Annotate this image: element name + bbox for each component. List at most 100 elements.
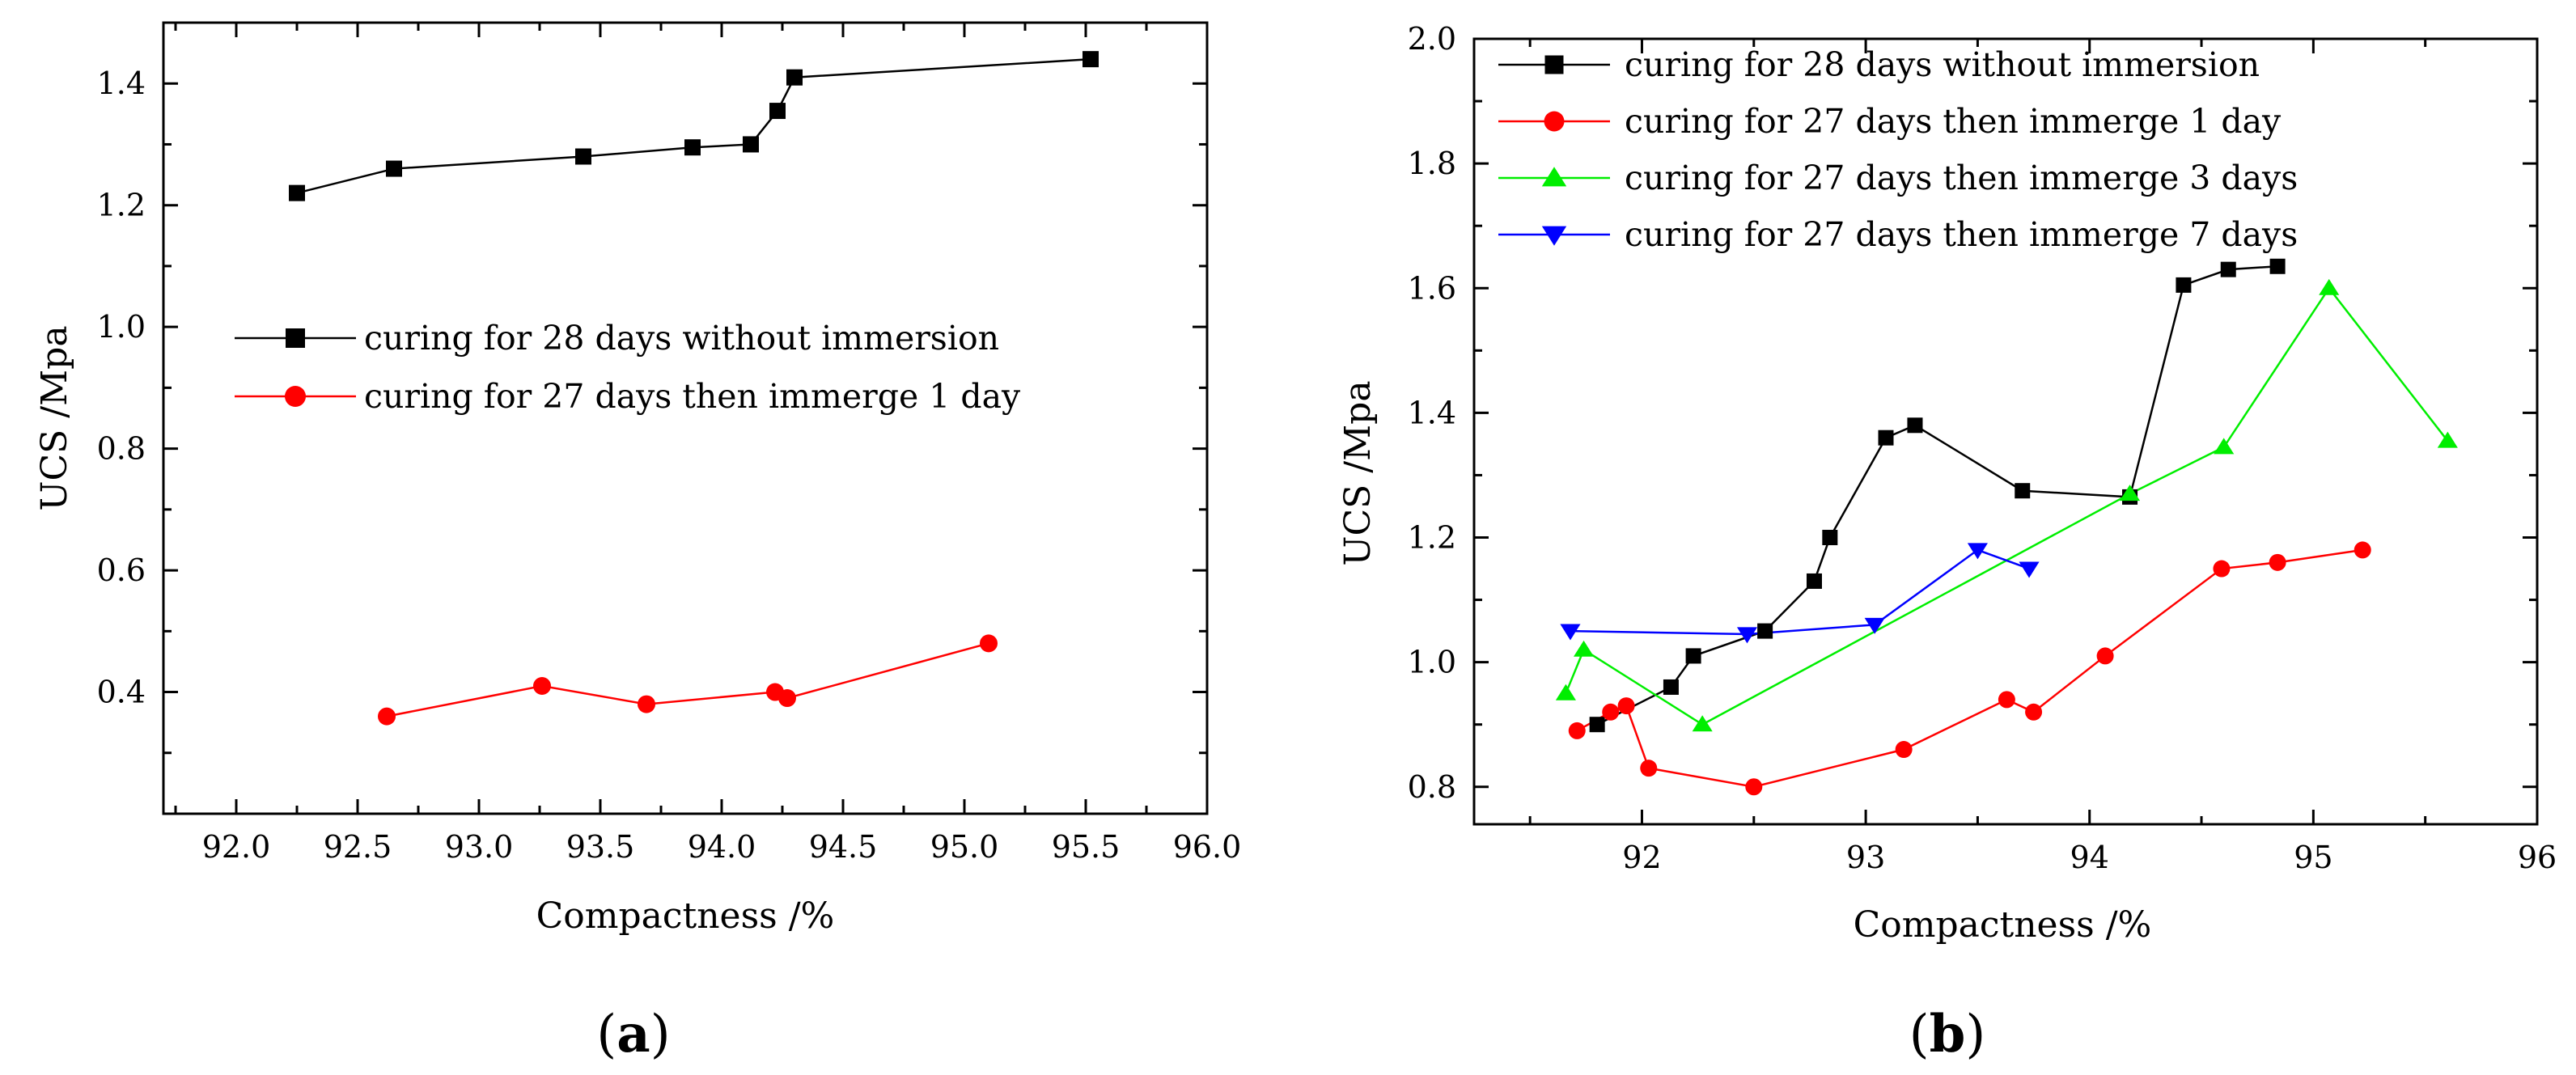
data-point-series-1 <box>2015 483 2031 499</box>
data-point-series-2 <box>778 689 796 708</box>
x-tick-label: 96.0 <box>1173 829 1242 865</box>
data-point-series-2 <box>1617 697 1635 715</box>
x-tick-label: 95 <box>2294 840 2332 875</box>
legend-marker <box>1541 226 1567 246</box>
data-point-series-1 <box>1589 717 1605 733</box>
legend-marker <box>285 386 306 407</box>
panel-a-axes: 92.0 92.5 93.0 93.5 94.0 94.5 95.0 95.5 96.0 0.4 0… <box>97 21 1242 865</box>
y-tick-label: 0.8 <box>97 431 146 467</box>
data-point-series-4 <box>1967 543 1988 560</box>
data-point-series-1 <box>786 69 803 86</box>
panel-b-axes: 92 93 94 95 96 0.8 1.0 1.2 1.4 1.6 1.8 2.0 <box>1408 21 2557 875</box>
data-point-series-3 <box>1692 715 1713 732</box>
legend-label: curing for 28 days without immersion <box>1625 45 2260 84</box>
y-tick-label: 1.8 <box>1408 146 1456 181</box>
data-point-series-2 <box>1895 741 1913 759</box>
x-tick-label: 95.5 <box>1052 829 1121 865</box>
data-point-series-1 <box>684 139 701 156</box>
data-point-series-1 <box>1806 573 1822 589</box>
data-point-series-1 <box>2269 258 2286 274</box>
data-point-series-1 <box>1663 679 1679 695</box>
data-point-series-2 <box>533 677 551 696</box>
series-line-2 <box>1576 548 2363 789</box>
data-point-series-4 <box>1864 617 1885 634</box>
data-point-series-3 <box>2319 278 2340 295</box>
y-tick-label: 0.8 <box>1408 769 1456 805</box>
panel-b-x-axis-title: Compactness /% <box>1854 904 2152 946</box>
data-point-series-3 <box>2214 438 2235 455</box>
x-tick-label: 93 <box>1846 840 1885 875</box>
y-tick-label: 1.0 <box>1408 645 1456 680</box>
panel-b-y-axis-title: UCS /Mpa <box>1337 380 1379 565</box>
y-tick-label: 1.4 <box>1408 395 1456 430</box>
data-point-series-1 <box>575 148 591 165</box>
data-point-series-2 <box>1640 760 1658 777</box>
data-point-series-2 <box>1568 722 1586 739</box>
panel-a-x-axis-title: Compactness /% <box>536 895 835 937</box>
data-point-series-1 <box>769 103 786 120</box>
data-point-series-2 <box>638 695 655 713</box>
legend-label: curing for 27 days then immerge 7 days <box>1625 215 2298 254</box>
data-point-series-1 <box>2176 277 2192 293</box>
x-tick-label: 92 <box>1622 840 1661 875</box>
data-point-series-4 <box>2019 561 2040 578</box>
panel-a-legend: curing for 28 days without immersion curi… <box>235 319 1021 416</box>
legend-marker <box>286 328 305 348</box>
data-point-series-1 <box>1083 51 1099 68</box>
panel-a-plot-frame <box>162 21 1209 815</box>
data-point-series-3 <box>1555 684 1576 700</box>
x-tick-label: 92.5 <box>324 829 392 865</box>
x-tick-label: 94 <box>2070 840 2109 875</box>
data-point-series-2 <box>2269 553 2286 571</box>
x-tick-label: 92.0 <box>202 829 271 865</box>
x-tick-label: 94.5 <box>809 829 878 865</box>
data-point-series-1 <box>289 184 305 201</box>
x-tick-label: 96 <box>2518 840 2557 875</box>
legend-marker <box>1541 167 1567 187</box>
panel-b-plot-frame <box>1472 37 2539 826</box>
data-point-series-1 <box>386 160 402 177</box>
series-line-4 <box>1570 548 2030 636</box>
data-point-series-1 <box>1757 623 1773 639</box>
data-point-series-2 <box>980 634 998 653</box>
x-tick-label: 93.5 <box>566 829 635 865</box>
y-tick-label: 0.6 <box>97 552 146 588</box>
panel-a-markers <box>289 51 1099 726</box>
x-tick-label: 95.0 <box>930 829 999 865</box>
series-line-2 <box>386 642 989 717</box>
data-point-series-3 <box>1574 640 1595 657</box>
y-tick-label: 2.0 <box>1408 21 1456 57</box>
panel-b-markers <box>1555 258 2458 796</box>
data-point-series-1 <box>1685 648 1701 664</box>
panel-a: 92.0 92.5 93.0 93.5 94.0 94.5 95.0 95.5 96.0 0.4 0… <box>34 21 1242 1064</box>
x-tick-label: 93.0 <box>445 829 514 865</box>
legend-label: curing for 27 days then immerge 1 day <box>364 377 1021 416</box>
panel-b-legend: curing for 28 days without immersion curi… <box>1498 45 2298 254</box>
panel-b-label: (b) <box>1909 1004 1986 1064</box>
y-tick-label: 0.4 <box>97 675 146 710</box>
y-tick-label: 1.0 <box>97 309 146 345</box>
x-tick-label: 94.0 <box>688 829 756 865</box>
legend-label: curing for 28 days without immersion <box>364 319 999 358</box>
data-point-series-2 <box>2213 560 2231 578</box>
data-point-series-2 <box>1998 691 2015 709</box>
data-point-series-2 <box>2354 541 2371 559</box>
y-tick-label: 1.2 <box>97 188 146 223</box>
data-point-series-1 <box>1878 430 1894 446</box>
y-tick-label: 1.6 <box>1408 270 1456 306</box>
legend-marker <box>1544 111 1565 132</box>
data-point-series-2 <box>2096 647 2114 665</box>
legend-label: curing for 27 days then immerge 1 day <box>1625 102 2282 141</box>
y-tick-label: 1.4 <box>97 66 146 101</box>
data-point-series-2 <box>1602 703 1620 721</box>
data-point-series-3 <box>2437 431 2458 448</box>
panel-a-y-axis-title: UCS /Mpa <box>34 325 75 510</box>
panel-b-lines <box>1565 265 2449 789</box>
data-point-series-1 <box>1822 530 1838 546</box>
panel-a-label: (a) <box>596 1004 670 1064</box>
data-point-series-4 <box>1736 627 1758 644</box>
data-point-series-1 <box>2220 261 2236 277</box>
data-point-series-2 <box>2025 703 2043 721</box>
data-point-series-4 <box>1560 624 1581 641</box>
